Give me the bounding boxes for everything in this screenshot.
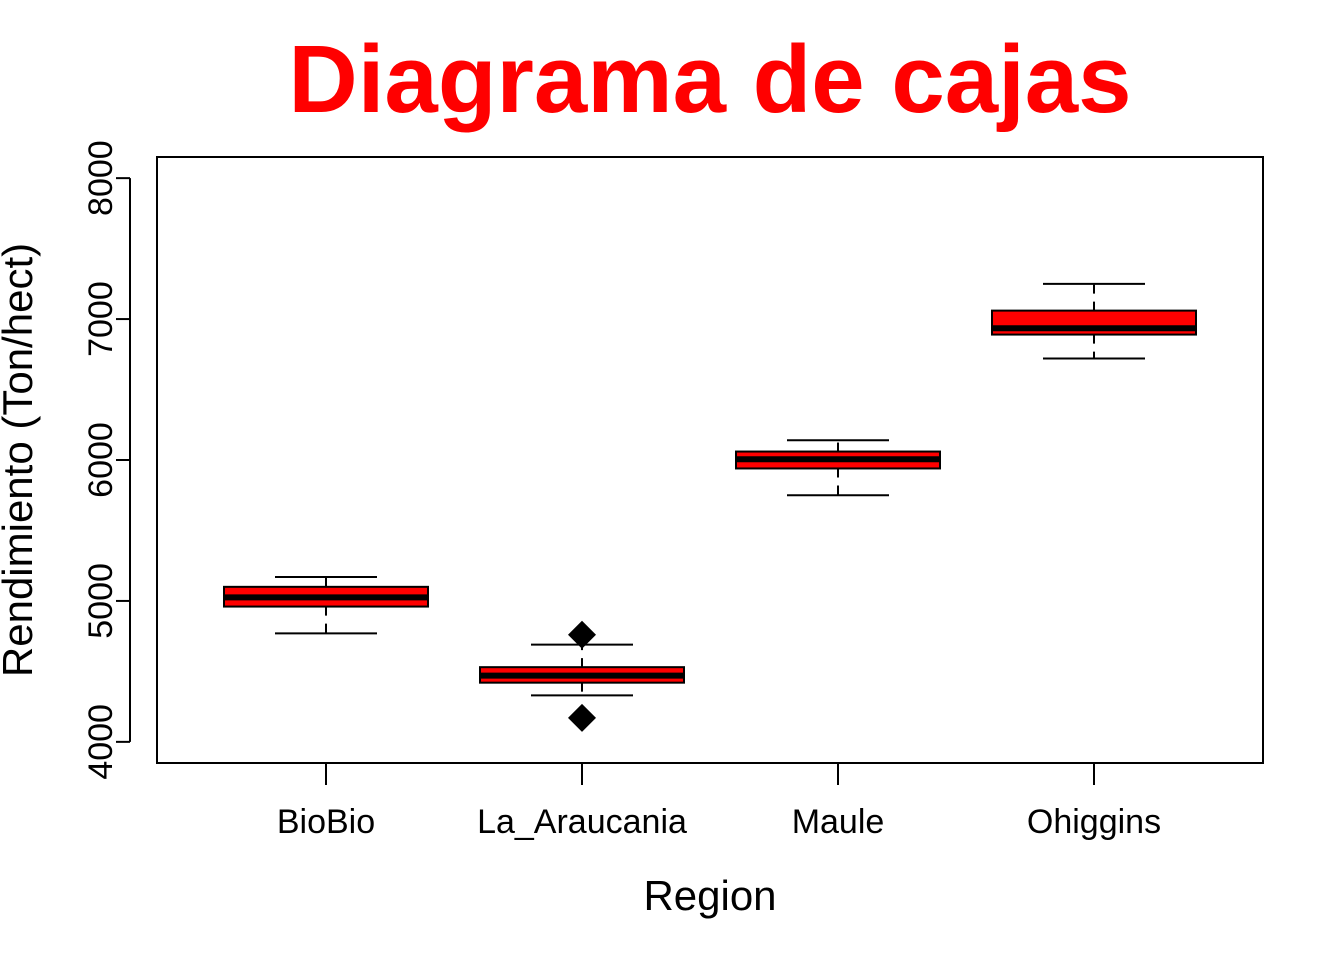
y-tick-label: 6000	[82, 422, 120, 498]
box-biobio	[223, 575, 429, 635]
box-ohiggins	[991, 282, 1197, 360]
x-tick-label: Ohiggins	[1027, 803, 1161, 841]
y-tick-label: 5000	[82, 563, 120, 639]
box-la-araucania	[479, 620, 685, 732]
x-tick-label: Maule	[792, 803, 885, 841]
y-tick-label: 7000	[82, 281, 120, 357]
box-maule	[735, 439, 941, 497]
plot-frame	[156, 156, 1264, 764]
y-axis-label: Rendimiento (Ton/hect)	[0, 243, 41, 677]
outlier-point	[568, 620, 596, 649]
boxes-group	[223, 282, 1197, 732]
x-axis: BioBio La_Araucania Maule Ohiggins	[277, 763, 1161, 841]
x-tick-label: BioBio	[277, 803, 375, 841]
outlier-point	[568, 703, 596, 732]
y-tick-label: 8000	[82, 140, 120, 216]
y-axis: 4000 5000 6000 7000 8000	[82, 140, 131, 780]
x-tick-label: La_Araucania	[477, 803, 687, 841]
chart-title: Diagrama de cajas	[288, 26, 1131, 133]
y-tick-label: 4000	[82, 704, 120, 780]
x-axis-label: Region	[643, 872, 776, 919]
